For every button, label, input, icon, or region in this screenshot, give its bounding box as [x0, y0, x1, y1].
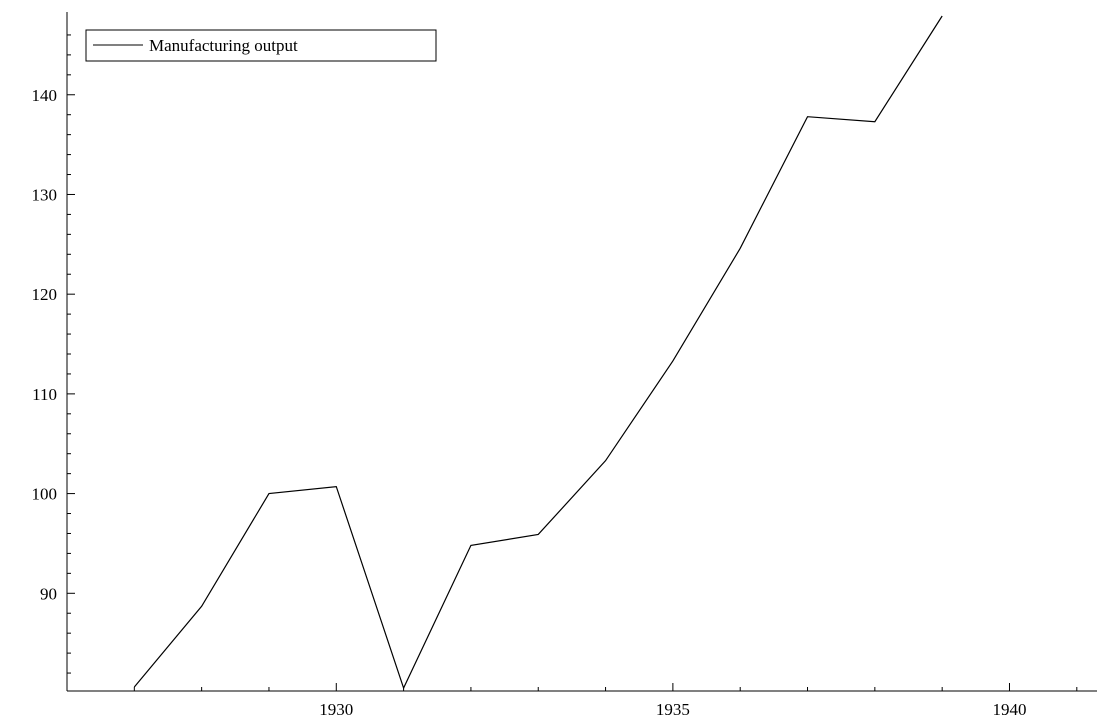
- x-tick-label: 1930: [319, 700, 353, 719]
- series-line-0: [133, 15, 943, 690]
- y-tick-label: 140: [32, 86, 58, 105]
- series-layer: [133, 15, 943, 690]
- legend: Manufacturing output: [85, 29, 437, 62]
- x-tick-label: 1940: [992, 700, 1026, 719]
- legend-box: [85, 29, 437, 62]
- legend-label: Manufacturing output: [149, 36, 298, 55]
- axes: [66, 12, 1097, 692]
- x-tick-label: 1935: [656, 700, 690, 719]
- y-tick-label: 120: [32, 285, 58, 304]
- y-tick-label: 110: [32, 385, 57, 404]
- y-tick-label: 90: [40, 584, 57, 603]
- y-tick-label: 100: [32, 485, 58, 504]
- y-tick-label: 130: [32, 185, 58, 204]
- tick-marks: [66, 34, 1078, 691]
- tick-labels: 1930 1935 1940 90 100 110 120 130 140: [32, 86, 1027, 719]
